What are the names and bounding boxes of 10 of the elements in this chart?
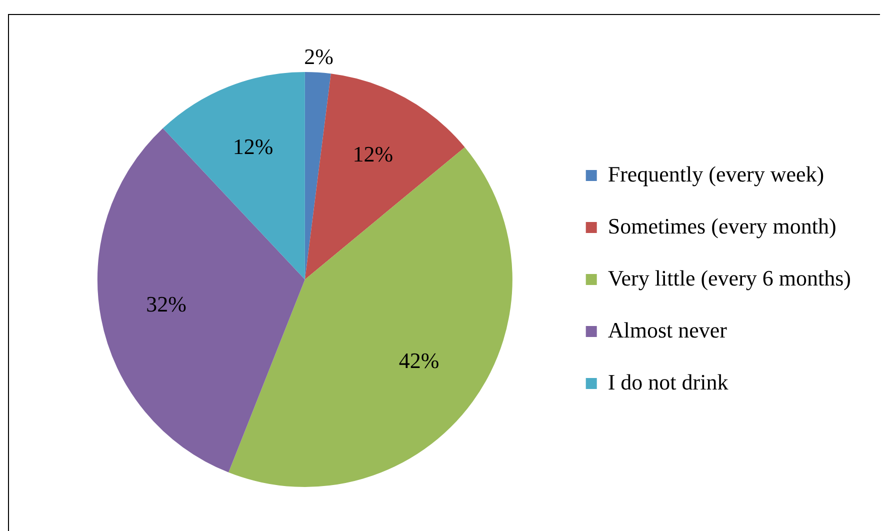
data-label: 12% — [232, 134, 274, 160]
data-label: 32% — [146, 292, 186, 317]
data-label: 2% — [304, 44, 334, 70]
legend-label: I do not drink — [608, 369, 728, 394]
legend-label: Very little (every 6 months) — [608, 265, 852, 290]
data-label: 12% — [352, 142, 394, 167]
legend-label: Sometimes (every month) — [608, 213, 836, 238]
legend-label: Almost never — [608, 317, 728, 342]
legend-label: Frequently (every week) — [608, 161, 824, 186]
data-label: 42% — [398, 348, 440, 374]
